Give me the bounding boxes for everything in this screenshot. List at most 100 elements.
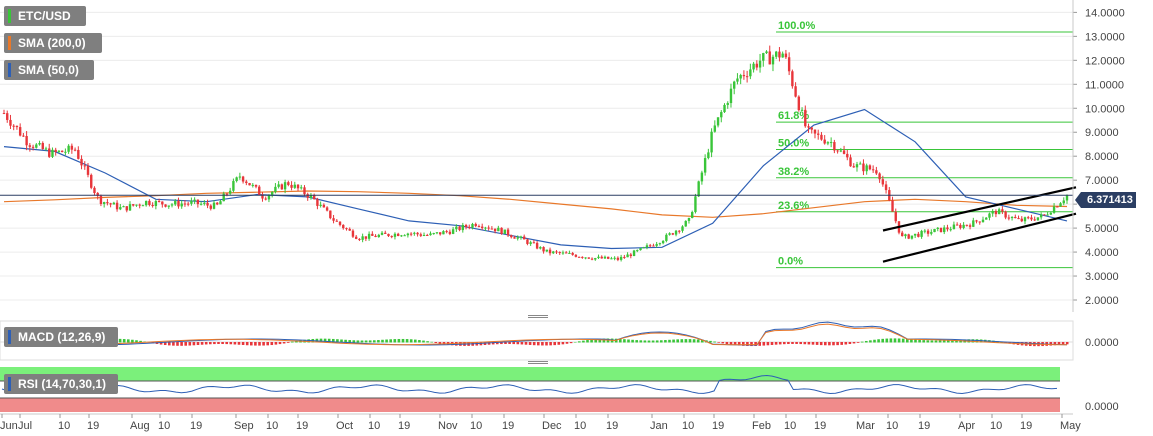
candle — [44, 146, 48, 151]
candle-body — [846, 153, 849, 158]
candle-body — [484, 227, 487, 229]
candle — [707, 148, 710, 160]
candle — [487, 225, 490, 231]
candle-body — [749, 69, 752, 77]
macd-histogram-bar — [1061, 342, 1065, 345]
legend-sma200[interactable]: SMA (200,0) — [4, 33, 102, 53]
candle-body — [464, 225, 468, 227]
candle-body — [309, 195, 313, 198]
candle-body — [713, 125, 717, 132]
macd-histogram-bar — [889, 338, 893, 343]
candle-body — [119, 207, 122, 210]
candle-body — [813, 129, 817, 134]
macd-histogram-bar — [381, 339, 384, 343]
legend-pair[interactable]: ETC/USD — [4, 6, 86, 26]
candle-body — [41, 143, 44, 150]
candle — [590, 257, 594, 261]
candle-body — [697, 181, 700, 197]
ascending-channel[interactable] — [882, 186, 1077, 263]
candle-body — [836, 150, 839, 152]
macd-histogram-bar — [389, 339, 392, 343]
candle — [687, 217, 691, 224]
candle — [109, 202, 112, 208]
macd-histogram-bar — [758, 342, 761, 346]
candle-body — [642, 247, 645, 249]
macd-histogram-bar — [557, 342, 561, 345]
macd-histogram-bar — [422, 340, 425, 343]
macd-histogram-bar — [824, 342, 827, 346]
candle-body — [855, 164, 859, 168]
date-axis[interactable]: Jun Jul 10 19 Aug 10 19 Sep 10 19 Oct 10 19 Nov 10 19 De… — [0, 413, 1081, 432]
candle-body — [794, 86, 797, 97]
macd-histogram-bar — [713, 341, 716, 343]
candle-body — [619, 256, 623, 260]
candle — [219, 200, 222, 205]
candle-body — [170, 204, 174, 206]
macd-histogram-bar — [885, 338, 889, 343]
candle — [829, 137, 833, 148]
candle — [881, 175, 885, 187]
candle — [93, 186, 96, 196]
candle-body — [406, 233, 410, 236]
candle — [280, 183, 284, 190]
date-tick-label: Nov — [438, 420, 458, 432]
macd-histogram-bar — [647, 340, 651, 343]
macd-histogram-bar — [778, 342, 782, 345]
candle — [432, 232, 435, 235]
candle-body — [283, 182, 287, 190]
legend-sma50[interactable]: SMA (50,0) — [4, 60, 94, 80]
panel-resize-handle-macd[interactable] — [528, 314, 548, 319]
candle — [817, 129, 820, 140]
date-tick-label: 10 — [886, 420, 898, 432]
candle — [674, 229, 678, 237]
candle — [1046, 211, 1049, 216]
candle-body — [28, 145, 32, 147]
candle-body — [529, 242, 532, 244]
macd-histogram-bar — [733, 342, 737, 346]
candle-body — [865, 165, 868, 172]
candle-body — [232, 181, 235, 191]
candle — [891, 196, 894, 212]
candle-body — [597, 256, 600, 259]
panel-resize-handle-rsi[interactable] — [528, 360, 548, 365]
macd-histogram-bar — [623, 339, 626, 343]
candle-body — [658, 243, 662, 245]
candle — [781, 51, 784, 58]
candle-body — [174, 200, 177, 205]
candle-body — [694, 196, 697, 213]
candle — [400, 234, 403, 237]
price-axis[interactable]: 14.0000 13.0000 12.0000 11.0000 10.0000 9.000… — [1073, 7, 1125, 307]
macd-histogram-bar — [356, 340, 360, 343]
candle — [406, 232, 410, 238]
legend-rsi[interactable]: RSI (14,70,30,1) — [4, 374, 118, 394]
candle — [73, 147, 77, 152]
candle — [710, 128, 713, 158]
legend-macd[interactable]: MACD (12,26,9) — [4, 327, 118, 347]
candle-body — [1046, 214, 1049, 216]
candle-body — [729, 88, 733, 104]
macd-histogram-bar — [266, 342, 269, 346]
candle — [490, 226, 494, 230]
candle-body — [455, 226, 458, 230]
candle — [83, 161, 86, 170]
candle-body — [316, 199, 319, 206]
candle-body — [451, 229, 455, 234]
candle-body — [354, 236, 358, 239]
macd-histogram-bar — [619, 338, 622, 343]
candle-body — [800, 109, 804, 111]
candle — [448, 229, 452, 236]
candle-body — [212, 202, 216, 209]
candle — [9, 114, 12, 129]
candle — [878, 172, 881, 183]
candle-body — [542, 247, 545, 252]
macd-histogram-bar — [742, 342, 745, 346]
candle-body — [109, 203, 112, 205]
candle-body — [154, 201, 158, 207]
macd-histogram-bar — [541, 342, 544, 346]
candle — [22, 132, 25, 137]
macd-histogram-bar — [746, 342, 749, 346]
macd-histogram-bar — [766, 342, 770, 346]
candle — [1004, 210, 1007, 220]
candle-body — [817, 133, 820, 135]
